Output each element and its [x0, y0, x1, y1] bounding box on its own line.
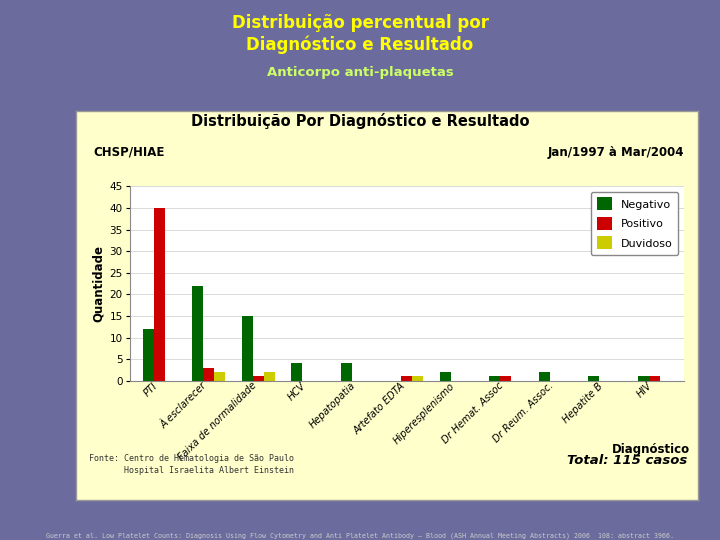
Bar — [242, 316, 253, 381]
Text: Distribuição percentual por: Distribuição percentual por — [232, 14, 488, 31]
Bar — [292, 363, 302, 381]
Text: À esclarecer: À esclarecer — [159, 381, 209, 430]
Bar — [154, 208, 165, 381]
Text: Total: 115 casos: Total: 115 casos — [567, 454, 688, 467]
Text: Distribuição Por Diagnóstico e Resultado: Distribuição Por Diagnóstico e Resultado — [191, 113, 529, 130]
Bar — [253, 376, 264, 381]
Legend: Negativo, Positivo, Duvidoso: Negativo, Positivo, Duvidoso — [591, 192, 678, 255]
Bar — [401, 376, 413, 381]
Text: Faixa de normalidade: Faixa de normalidade — [176, 381, 258, 463]
Bar — [500, 376, 511, 381]
Bar — [588, 376, 599, 381]
Text: Fonte: Centro de Hematologia de São Paulo
       Hospital Israelita Albert Einst: Fonte: Centro de Hematologia de São Paul… — [89, 454, 294, 475]
Bar — [215, 372, 225, 381]
Bar — [539, 372, 550, 381]
Text: Diagnóstico e Resultado: Diagnóstico e Resultado — [246, 35, 474, 53]
Bar — [638, 376, 649, 381]
Text: HIV: HIV — [635, 381, 654, 400]
Text: Dr Hemat. Assoc: Dr Hemat. Assoc — [441, 381, 505, 446]
Bar — [143, 329, 154, 381]
Text: Guerra et al. Low Platelet Counts: Diagnosis Using Flow Cytometry and Anti Plate: Guerra et al. Low Platelet Counts: Diagn… — [46, 532, 674, 539]
Bar — [203, 368, 215, 381]
Bar — [649, 376, 660, 381]
Bar — [341, 363, 352, 381]
Text: HCV: HCV — [286, 381, 307, 402]
Bar — [192, 286, 203, 381]
Text: PTI: PTI — [142, 381, 159, 398]
Text: CHSP/HIAE: CHSP/HIAE — [94, 146, 165, 159]
Text: Hiperesplenismo: Hiperesplenismo — [391, 381, 456, 446]
Text: Diagnóstico: Diagnóstico — [611, 443, 690, 456]
Text: Jan/1997 à Mar/2004: Jan/1997 à Mar/2004 — [547, 146, 684, 159]
Bar — [440, 372, 451, 381]
Text: Hepatopatia: Hepatopatia — [307, 381, 357, 430]
Bar — [413, 376, 423, 381]
Text: Hepatite B: Hepatite B — [561, 381, 605, 424]
Bar — [490, 376, 500, 381]
Text: Artefato EDTA: Artefato EDTA — [351, 381, 407, 436]
Y-axis label: Quantidade: Quantidade — [92, 245, 105, 322]
Text: Dr Reum. Assoc.: Dr Reum. Assoc. — [491, 381, 555, 445]
Text: Anticorpo anti-plaquetas: Anticorpo anti-plaquetas — [266, 66, 454, 79]
Bar — [264, 372, 274, 381]
